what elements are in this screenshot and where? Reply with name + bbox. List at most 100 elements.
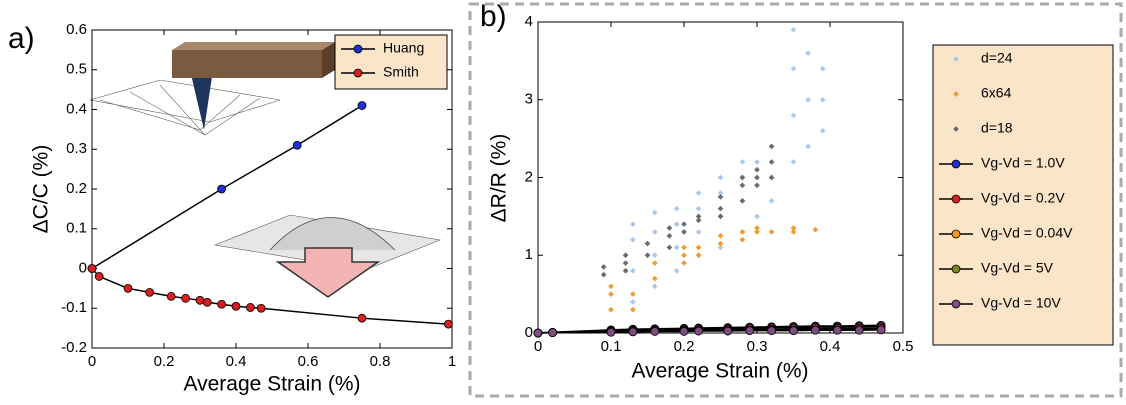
scatter-point xyxy=(768,174,775,181)
scatter-point xyxy=(739,182,746,189)
data-point xyxy=(217,184,227,194)
scatter-point xyxy=(768,159,775,165)
scatter-point xyxy=(754,166,760,173)
scatter-point xyxy=(651,209,658,216)
y-tick-label: 3 xyxy=(525,91,533,108)
scatter-point xyxy=(739,236,746,243)
scatter-point xyxy=(717,240,724,247)
y-tick-label: -0.2 xyxy=(61,339,87,356)
x-tick-label: 0.3 xyxy=(747,338,768,355)
scatter-point xyxy=(790,65,797,72)
plot-frame xyxy=(91,29,453,349)
scatter-point xyxy=(695,252,702,259)
x-tick-label: 0.4 xyxy=(226,353,247,370)
scatter-point xyxy=(717,205,724,212)
x-tick-label: 0.6 xyxy=(298,353,319,370)
scatter-point xyxy=(600,264,607,270)
scatter-point xyxy=(717,244,724,251)
scatter-point xyxy=(666,244,673,251)
data-point xyxy=(832,325,842,335)
series-line xyxy=(91,104,363,270)
inset-afm xyxy=(89,42,335,136)
data-point xyxy=(628,327,638,337)
y-tick-label: 0.5 xyxy=(66,61,87,78)
scatter-point xyxy=(630,236,636,243)
x-tick-label: 0.1 xyxy=(601,338,622,355)
legend-marker xyxy=(951,229,961,239)
scatter-point xyxy=(608,283,614,290)
x-tick-label: 0.2 xyxy=(674,338,695,355)
scatter-point xyxy=(608,291,614,297)
scatter-point xyxy=(790,229,797,235)
x-tick-label: 1 xyxy=(448,353,456,370)
legend-marker xyxy=(953,56,959,62)
data-point xyxy=(548,328,557,338)
scatter-point xyxy=(681,229,687,235)
data-point xyxy=(533,328,543,338)
scatter-point xyxy=(812,226,819,233)
legend-marker xyxy=(953,126,959,132)
data-point xyxy=(202,297,212,307)
data-point xyxy=(650,327,660,336)
scatter-point xyxy=(768,143,775,150)
x-tick-label: 0.8 xyxy=(370,353,391,370)
scatter-point xyxy=(630,306,636,313)
scatter-point xyxy=(630,299,636,305)
scatter-point xyxy=(644,252,651,259)
scatter-point xyxy=(768,197,775,204)
scatter-point xyxy=(739,159,746,165)
scatter-point xyxy=(790,225,797,231)
data-point xyxy=(694,326,703,336)
scatter-point xyxy=(651,260,658,266)
scatter-point xyxy=(630,267,636,274)
data-point xyxy=(87,264,97,273)
data-point xyxy=(745,326,755,336)
legend-label: Huang xyxy=(383,40,424,56)
scatter-point xyxy=(805,96,811,103)
scatter-point xyxy=(739,229,746,235)
scatter-point xyxy=(819,65,826,72)
y-tick-label: 0.1 xyxy=(66,220,87,237)
scatter-point xyxy=(651,252,658,259)
data-point xyxy=(357,101,367,110)
legend-marker xyxy=(353,44,363,54)
y-axis-label: ΔC/C (%) xyxy=(30,145,53,234)
scatter-point xyxy=(695,213,702,220)
scatter-point xyxy=(651,229,658,235)
scatter-point xyxy=(695,190,702,196)
y-tick-label: 0.6 xyxy=(66,21,87,38)
legend-label: 6x64 xyxy=(981,85,1012,101)
scatter-point xyxy=(622,260,629,266)
scatter-point xyxy=(695,217,702,224)
x-tick-label: 0.4 xyxy=(820,338,841,355)
legend-marker xyxy=(953,91,959,97)
legend-marker xyxy=(951,159,961,169)
scatter-point xyxy=(630,291,636,297)
scatter-point xyxy=(805,50,811,56)
data-point xyxy=(231,301,241,311)
y-tick-label: 4 xyxy=(525,13,533,30)
scatter-point xyxy=(651,283,658,290)
data-point xyxy=(679,327,689,336)
scatter-point xyxy=(717,194,724,200)
series-line xyxy=(91,267,449,325)
data-point xyxy=(123,283,133,293)
y-axis-label: ΔR/R (%) xyxy=(488,134,511,223)
legend-label: Smith xyxy=(383,64,419,80)
scatter-point xyxy=(739,174,746,181)
scatter-point xyxy=(681,221,687,227)
data-point xyxy=(256,303,266,313)
scatter-point xyxy=(608,306,614,313)
legend-marker xyxy=(951,264,961,274)
panel-border xyxy=(468,2,1123,398)
legend-label: Vg-Vd = 0.2V xyxy=(981,190,1065,206)
scatter-point xyxy=(717,190,724,196)
data-point xyxy=(357,313,367,323)
data-point xyxy=(811,325,820,335)
scatter-point xyxy=(622,252,629,259)
data-point xyxy=(181,293,191,303)
legend-label: Vg-Vd = 10V xyxy=(981,295,1061,311)
data-point xyxy=(195,295,205,305)
scatter-point xyxy=(622,267,629,274)
